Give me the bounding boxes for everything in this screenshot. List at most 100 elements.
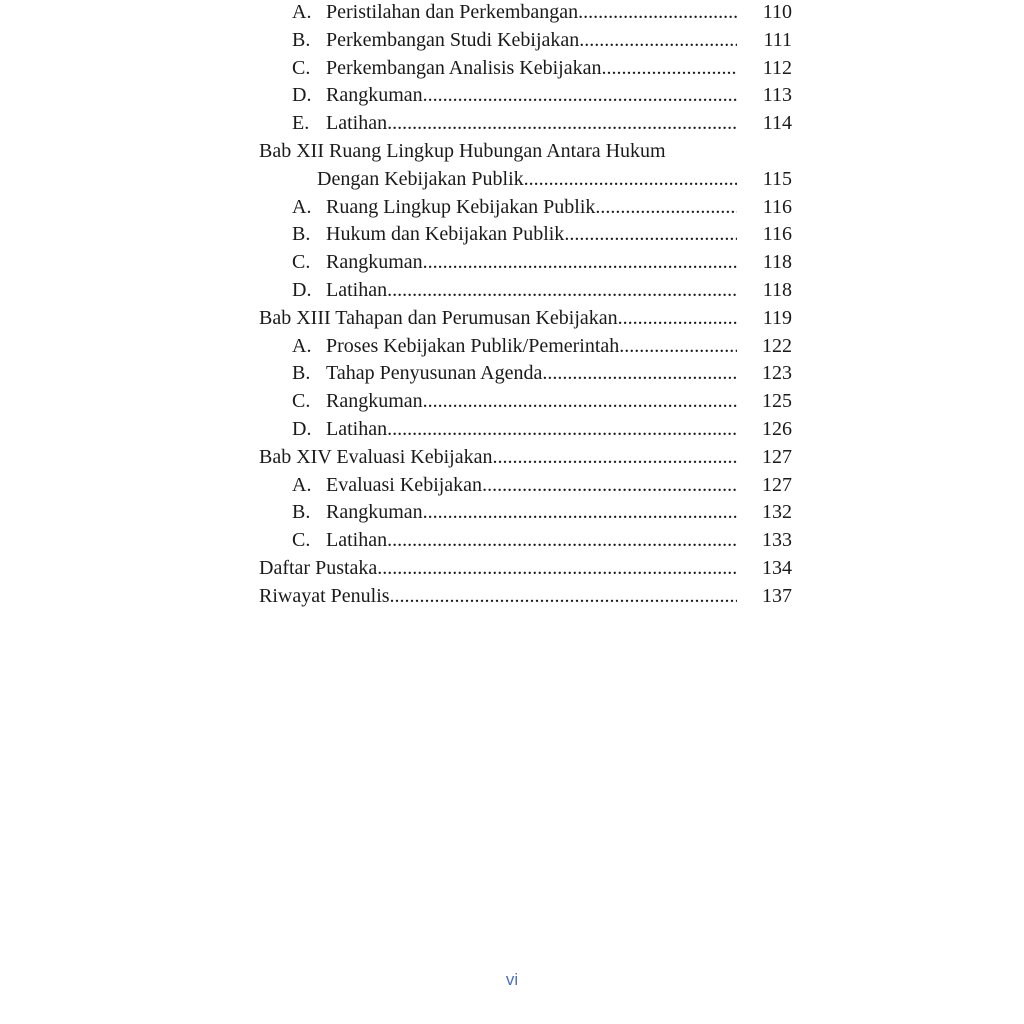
toc-entry-page: 134 [762,556,792,579]
toc-entry-page: 125 [762,390,792,413]
toc-entry-title: Dengan Kebijakan Publik [317,167,524,190]
toc-entry: Dengan Kebijakan Publik.................… [259,166,792,194]
toc-entry-title: Rangkuman [326,251,423,274]
toc-entry: B. Hukum dan Kebijakan Publik............… [259,221,792,249]
toc-entry-title: Latihan [326,112,388,135]
toc-entry-page: 116 [762,223,792,246]
page-number: vi [505,970,519,989]
dot-leader: ........................................… [389,584,737,607]
toc-entry-title: Daftar Pustaka [259,556,378,579]
toc-entry: A. Evaluasi Kebijakan....................… [259,472,792,500]
toc-entry: A. Ruang Lingkup Kebijakan Publik........… [259,194,792,222]
toc-entry-page: 123 [762,362,792,385]
toc-entry-title: Hukum dan Kebijakan Publik [326,223,565,246]
toc-entry-title: Bab XIII Tahapan dan Perumusan Kebijakan [259,306,618,329]
toc-entry-letter: C. [292,529,311,552]
dot-leader: ........................................… [617,306,737,329]
dot-leader: ........................................… [492,445,737,468]
toc-entry-page: 126 [762,417,792,440]
dot-leader: ........................................… [482,473,737,496]
dot-leader: ........................................… [579,28,737,51]
toc-entry: Bab XIII Tahapan dan Perumusan Kebijakan… [259,305,792,333]
toc-entry: A. Peristilahan dan Perkembangan.........… [259,0,792,27]
toc-entry-page: 113 [762,84,792,107]
toc-entry-title: Perkembangan Analisis Kebijakan [326,56,602,79]
toc-entry: C. Latihan...............................… [259,527,792,555]
toc-entry-letter: A. [292,473,312,496]
toc-entry-title: Evaluasi Kebijakan [326,473,483,496]
toc-entry-page: 127 [762,473,792,496]
dot-leader: ........................................… [387,529,737,552]
dot-leader: ........................................… [377,556,737,579]
dot-leader: ........................................… [578,1,737,23]
toc-entry-letter: D. [292,417,312,440]
dot-leader: ........................................… [595,195,737,218]
toc-entry-letter: A. [292,1,312,23]
dot-leader: ........................................… [564,223,737,246]
toc-entry-page: 114 [762,112,792,135]
toc-entry-letter: A. [292,195,312,218]
toc-entry-page: 118 [762,278,792,301]
toc-entry-page: 133 [762,529,792,552]
toc-entry: A. Proses Kebijakan Publik/Pemerintah....… [259,333,792,361]
dot-leader: ........................................… [542,362,737,385]
dot-leader: ........................................… [387,112,737,135]
toc-entry-title: Latihan [326,278,388,301]
toc-entry-letter: B. [292,223,311,246]
table-of-contents: A. Peristilahan dan Perkembangan.........… [259,0,792,611]
toc-entry-title: Riwayat Penulis [259,584,390,607]
toc-entry-title: Rangkuman [326,84,423,107]
toc-entry-page: 115 [762,167,792,190]
toc-entry-page: 110 [762,1,792,23]
dot-leader: ........................................… [523,167,737,190]
toc-entry-title: Rangkuman [326,501,423,524]
toc-entry: Bab XIV Evaluasi Kebijakan..............… [259,444,792,472]
toc-entry-title: Latihan [326,529,388,552]
toc-entry-title: Ruang Lingkup Kebijakan Publik [326,195,596,218]
dot-leader: ........................................… [387,278,737,301]
toc-entry-letter: B. [292,362,311,385]
toc-entry-title: Proses Kebijakan Publik/Pemerintah [326,334,620,357]
dot-leader: ........................................… [422,501,737,524]
toc-entry: C. Rangkuman.............................… [259,249,792,277]
toc-entry-letter: C. [292,390,311,413]
toc-entry-title: Bab XIV Evaluasi Kebijakan [259,445,493,468]
toc-entry-page: 119 [762,306,792,329]
dot-leader: ........................................… [422,251,737,274]
toc-entry-title: Perkembangan Studi Kebijakan [326,28,580,51]
toc-entry-page: 122 [762,334,792,357]
toc-entry-letter: D. [292,278,312,301]
toc-entry: B. Tahap Penyusunan Agenda...............… [259,360,792,388]
toc-entry-letter: C. [292,251,311,274]
toc-entry: B. Perkembangan Studi Kebijakan..........… [259,27,792,55]
toc-entry: D. Latihan...............................… [259,416,792,444]
dot-leader: ........................................… [601,56,738,79]
toc-entry: C. Rangkuman.............................… [259,388,792,416]
toc-entry: Bab XII Ruang Lingkup Hubungan Antara Hu… [259,138,792,166]
toc-entry-letter: C. [292,56,311,79]
toc-entry: D. Latihan...............................… [259,277,792,305]
toc-entry-letter: D. [292,84,312,107]
dot-leader: ........................................… [422,390,737,413]
dot-leader: ........................................… [619,334,737,357]
toc-entry-title: Peristilahan dan Perkembangan [326,1,579,23]
toc-entry-letter: B. [292,28,311,51]
toc-entry-title: Rangkuman [326,390,423,413]
toc-entry: C. Perkembangan Analisis Kebijakan.......… [259,55,792,83]
toc-entry-letter: E. [292,112,310,135]
dot-leader: ........................................… [422,84,737,107]
toc-entry-page: 137 [762,584,792,607]
toc-entry: E. Latihan...............................… [259,110,792,138]
toc-entry-title: Tahap Penyusunan Agenda [326,362,543,385]
toc-entry-page: 111 [763,28,792,51]
toc-entry-page: 132 [762,501,792,524]
toc-entry-letter: A. [292,334,312,357]
toc-entry-page: 118 [762,251,792,274]
toc-entry-letter: B. [292,501,311,524]
toc-entry-page: 127 [762,445,792,468]
toc-entry: D. Rangkuman.............................… [259,82,792,110]
toc-entry-page: 116 [762,195,792,218]
toc-entry-title: Latihan [326,417,388,440]
toc-entry: B. Rangkuman.............................… [259,499,792,527]
toc-entry: Daftar Pustaka..........................… [259,555,792,583]
